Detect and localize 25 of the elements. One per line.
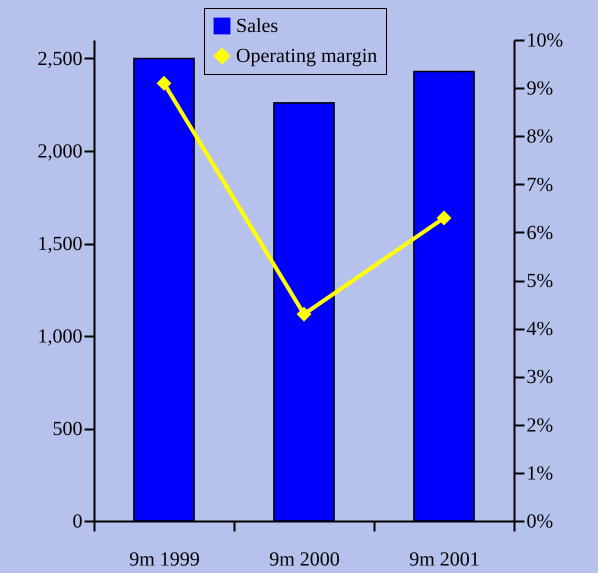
y2-tick-label: 0%	[526, 510, 554, 532]
y-tick-label: 2,000	[38, 140, 82, 162]
y2-tick-label: 5%	[526, 270, 554, 292]
y2-tick-label: 6%	[526, 222, 554, 244]
y2-tick-label: 2%	[526, 414, 554, 436]
y-tick-label: 1,000	[38, 326, 82, 348]
y-tick-label: 2,500	[38, 48, 82, 70]
y-tick-label: 0	[72, 510, 82, 532]
x-tick-label: 9m 1999	[129, 548, 200, 570]
y2-tick-label: 3%	[526, 366, 554, 388]
legend-label: Sales	[236, 15, 278, 37]
x-tick-label: 9m 2000	[269, 548, 340, 570]
x-tick-label: 9m 2001	[409, 548, 480, 570]
y2-tick-label: 4%	[526, 318, 554, 340]
y2-tick-label: 7%	[526, 174, 554, 196]
point	[156, 76, 172, 91]
point	[436, 210, 452, 226]
legend-label: Operating margin	[236, 45, 378, 67]
point	[296, 306, 312, 322]
y2-tick-label: 1%	[526, 462, 554, 484]
y2-tick-label: 8%	[526, 126, 554, 148]
y-tick-label: 1,500	[38, 233, 82, 255]
y2-tick-label: 9%	[526, 78, 554, 100]
y2-tick-label: 10%	[526, 30, 564, 52]
y-tick-label: 500	[52, 418, 82, 440]
